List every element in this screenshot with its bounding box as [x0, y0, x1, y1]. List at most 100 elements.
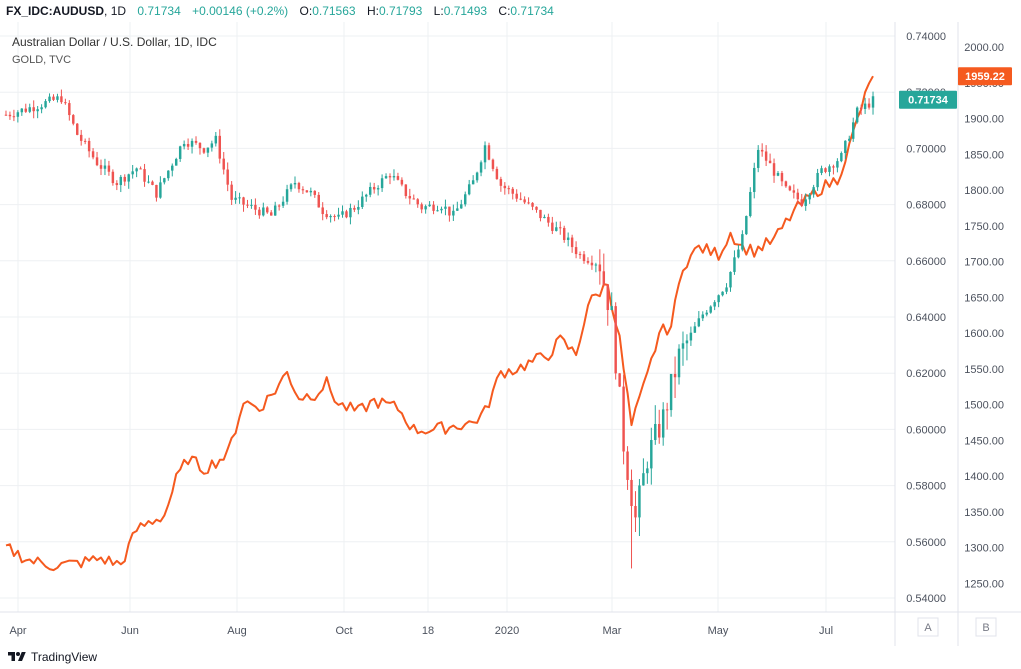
audusd-candle-body — [365, 194, 368, 197]
audusd-candle-body — [559, 227, 562, 229]
audusd-candle-body — [428, 204, 431, 207]
audusd-candle-body — [28, 107, 31, 112]
audusd-candle-body — [392, 176, 396, 178]
audusd-candle-body — [464, 194, 467, 205]
high-value: 0.71793 — [378, 4, 423, 18]
audusd-candle-body — [709, 306, 712, 313]
audusd-candle-body — [539, 209, 542, 219]
audusd-candle-body — [705, 312, 708, 315]
audusd-candle-body — [115, 183, 119, 186]
audusd-candle-body — [602, 271, 606, 285]
interval-label[interactable]: 1D — [110, 4, 127, 18]
gold-price-line — [5, 75, 874, 572]
scale-button-b[interactable]: B — [975, 617, 997, 637]
audusd-candle-body — [848, 138, 851, 141]
audusd-candle-body — [186, 143, 190, 147]
audusd-candle-body — [677, 348, 681, 378]
audusd-candle-body — [416, 199, 419, 205]
audusd-axis-tick-label: 0.68000 — [906, 200, 946, 212]
overlay-series-title[interactable]: GOLD, TVC — [12, 54, 72, 66]
audusd-candle-body — [499, 179, 503, 186]
audusd-candle-body — [475, 172, 479, 181]
gold-axis-tick-label: 1750.00 — [964, 221, 1004, 233]
audusd-candle-body — [206, 147, 210, 153]
audusd-candle-body — [309, 190, 313, 193]
audusd-candle-body — [626, 451, 629, 480]
audusd-candle-body — [380, 178, 384, 189]
audusd-candle-body — [246, 204, 249, 206]
audusd-candle-body — [400, 179, 404, 185]
audusd-candle-body — [214, 135, 218, 144]
audusd-candle-body — [792, 190, 796, 193]
audusd-candle-body — [127, 174, 130, 182]
audusd-candle-body — [159, 182, 162, 198]
audusd-candle-body — [768, 160, 772, 164]
open-value: 0.71563 — [312, 4, 356, 18]
audusd-candle-body — [107, 165, 111, 172]
low-value: 0.71493 — [443, 4, 488, 18]
audusd-candle-body — [190, 140, 194, 147]
audusd-candle-body — [250, 204, 253, 206]
audusd-candle-body — [301, 189, 305, 191]
audusd-candle-body — [174, 158, 178, 166]
ohlc-header: FX_IDC:AUDUSD, 1D 0.71734 +0.00146 (+0.2… — [0, 0, 1021, 22]
audusd-axis-tick-label: 0.62000 — [906, 368, 946, 380]
audusd-candle-body — [266, 207, 269, 213]
audusd-candle-body — [135, 168, 138, 172]
gold-axis-tick-label: 1850.00 — [964, 149, 1004, 161]
audusd-candle-body — [36, 109, 39, 112]
audusd-candle-body — [812, 187, 815, 195]
audusd-candle-body — [729, 271, 732, 288]
audusd-candle-body — [594, 264, 598, 266]
audusd-candle-body — [661, 409, 665, 438]
audusd-candle-body — [76, 123, 79, 135]
audusd-candle-body — [646, 468, 649, 474]
chart-legend: Australian Dollar / U.S. Dollar, 1D, IDC… — [12, 33, 217, 69]
audusd-candle-body — [357, 206, 360, 210]
audusd-candle-body — [697, 318, 701, 327]
audusd-candle-body — [281, 201, 285, 206]
tradingview-logo[interactable]: TradingView — [8, 650, 97, 664]
price-axis-audusd[interactable]: 0.740000.720000.700000.680000.660000.640… — [906, 31, 946, 605]
audusd-axis-tick-label: 0.56000 — [906, 537, 946, 549]
audusd-candles-layer — [4, 89, 875, 569]
audusd-candle-body — [863, 103, 867, 109]
gold-axis-tick-label: 1300.00 — [964, 543, 1004, 555]
audusd-candle-body — [756, 149, 760, 168]
high-label: H: — [366, 4, 379, 18]
audusd-candle-body — [725, 287, 728, 292]
price-axis-gold[interactable]: 2000.001950.001900.001850.001800.001750.… — [964, 42, 1004, 590]
audusd-candle-body — [566, 237, 570, 240]
audusd-candle-body — [634, 506, 637, 518]
audusd-candle-body — [262, 207, 265, 216]
audusd-candle-body — [650, 440, 653, 469]
audusd-candle-body — [254, 204, 257, 210]
audusd-candle-body — [99, 165, 103, 169]
audusd-candle-body — [824, 168, 827, 172]
audusd-candle-body — [349, 207, 352, 218]
audusd-candle-body — [578, 254, 582, 256]
gold-axis-tick-label: 1350.00 — [964, 507, 1004, 519]
audusd-candle-body — [163, 178, 166, 183]
gold-axis-tick-label: 1600.00 — [964, 328, 1004, 340]
audusd-candle-body — [424, 206, 427, 210]
audusd-axis-tick-label: 0.70000 — [906, 143, 946, 155]
audusd-candle-body — [143, 169, 146, 182]
audusd-candle-body — [91, 151, 95, 158]
tradingview-logo-icon — [8, 652, 26, 661]
audusd-candle-body — [784, 181, 788, 187]
close-value: 0.71734 — [510, 4, 554, 18]
symbol-name[interactable]: FX_IDC:AUDUSD — [6, 4, 105, 18]
scale-button-a[interactable]: A — [917, 617, 939, 637]
audusd-candle-body — [523, 199, 526, 203]
audusd-candle-body — [713, 302, 716, 307]
audusd-candle-body — [456, 208, 459, 211]
time-axis-tick-label: Jun — [121, 625, 139, 637]
audusd-candle-body — [12, 116, 16, 118]
gold-price-badge — [958, 67, 1012, 86]
audusd-candle-body — [503, 185, 507, 189]
main-series-title[interactable]: Australian Dollar / U.S. Dollar, 1D, IDC — [12, 35, 217, 49]
time-axis[interactable]: Apr Jun Aug Oct 18 2020 Mar May Jul — [9, 625, 833, 637]
gold-axis-tick-label: 1650.00 — [964, 292, 1004, 304]
